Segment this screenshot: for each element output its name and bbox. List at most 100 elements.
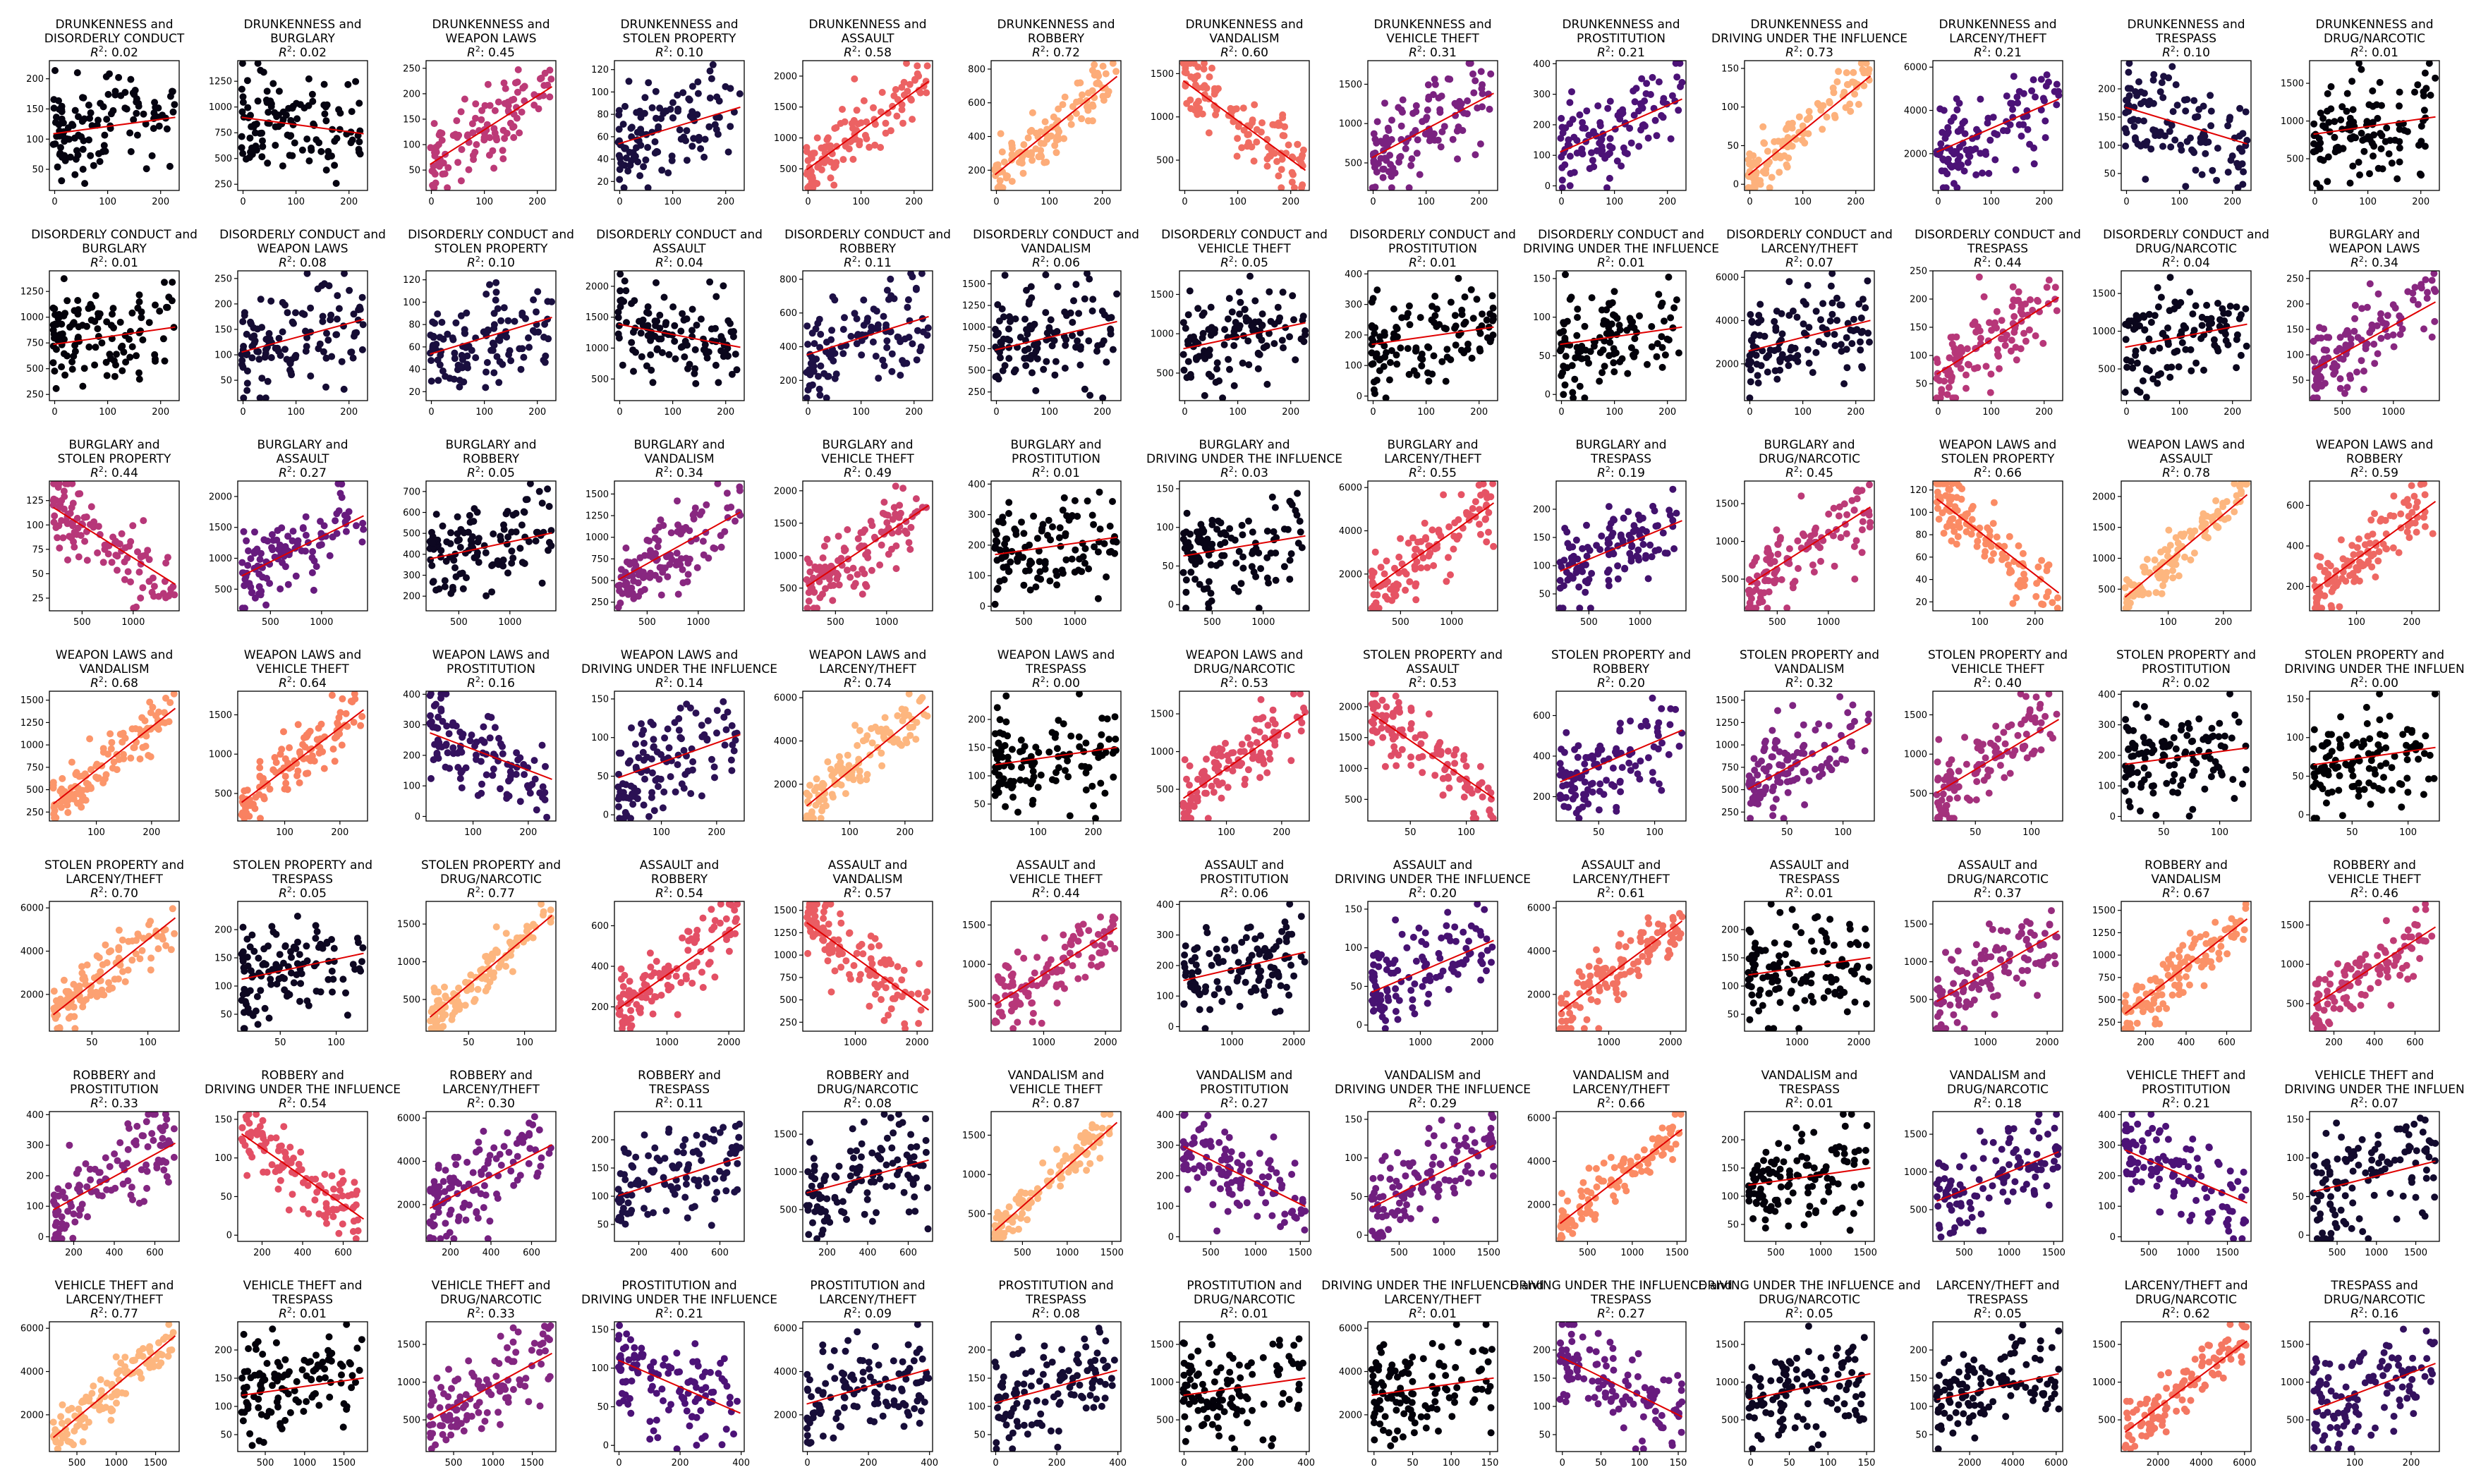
scatter-point [830,182,837,189]
scatter-point [1287,556,1294,564]
scatter-point [1675,107,1682,114]
x-tick-label: 1000 [310,617,333,628]
scatter-point [511,318,518,325]
subplot-title-line2: VANDALISM [1021,242,1091,256]
scatter-point [1804,282,1812,289]
scatter-point [1558,115,1565,122]
subplot-title-line1: DISORDERLY CONDUCT and [2103,228,2269,242]
scatter-point [1851,576,1858,583]
scatter-point [56,311,63,318]
scatter-point [1399,109,1406,116]
scatter-point [268,354,275,361]
scatter-point [75,132,82,139]
scatter-point [1251,157,1258,164]
y-tick-label: 1000 [1151,329,1174,340]
x-tick-label: 0 [1558,407,1564,418]
scatter-point [617,271,624,278]
scatter-point [1289,169,1296,176]
scatter-point [121,559,128,566]
scatter-point [2032,332,2039,339]
scatter-point [2396,126,2403,133]
scatter-point [2375,291,2382,298]
scatter-point [707,95,714,102]
scatter-point [1433,305,1440,312]
scatter-point [1022,568,1029,575]
y-tick-label: 250 [968,387,985,398]
y-tick-label: 1500 [586,312,609,323]
y-tick-label: 100 [968,571,985,582]
scatter-point [655,537,662,545]
scatter-point [1062,94,1069,101]
subplot-title-line2: WEAPON LAWS [2329,242,2420,256]
subplot-title-line1: DISORDERLY CONDUCT and [31,228,198,242]
scatter-point [257,556,264,563]
scatter-point [526,343,533,351]
scatter-point [1232,559,1239,566]
scatter-point [1255,365,1262,372]
scatter-point [1804,346,1812,353]
scatter-point [105,91,112,98]
scatter-point [1469,71,1476,78]
scatter-point [136,568,143,576]
scatter-point [52,524,59,531]
scatter-point [1596,378,1603,385]
scatter-point [59,108,66,115]
y-tick-label: 500 [1156,368,1174,379]
scatter-point [1673,73,1680,80]
scatter-point [1814,100,1821,107]
scatter-point [1095,549,1102,556]
subplot-title-line2: VEHICLE THEFT [821,452,914,466]
scatter-point [1828,311,1836,318]
scatter-point [1560,556,1567,564]
x-tick-label: 100 [2359,197,2377,207]
x-tick-label: 0 [2123,197,2129,207]
scatter-point [533,537,540,545]
subplot-r2-label: R2: 0.01 [1409,255,1457,270]
scatter-point [114,567,121,574]
scatter-point [1649,74,1656,81]
scatter-point [516,545,523,552]
subplot-title-line2: TRESPASS [1590,452,1651,466]
scatter-point [504,533,511,540]
scatter-point [2173,348,2180,355]
scatter-point [2055,88,2062,95]
scatter-point [115,74,122,81]
y-tick-label: 50 [2104,169,2116,180]
scatter-point [645,552,653,559]
scatter-point [684,157,691,164]
x-tick-label: 200 [1282,197,1299,207]
scatter-point [1406,578,1413,585]
scatter-point [1051,337,1058,344]
scatter-point [1036,568,1043,576]
scatter-point [1606,525,1613,532]
subplot-title-line1: DRUNKENNESS and [1750,18,1868,32]
x-tick-label: 500 [1203,617,1221,628]
subplot-title-line2: ASSAULT [276,452,329,466]
scatter-point [2383,124,2390,131]
scatter-point [615,309,622,316]
scatter-point [1206,129,1213,136]
scatter-point [460,585,467,592]
scatter-point [677,126,684,133]
scatter-point [275,546,282,553]
scatter-point [519,559,526,566]
scatter-point [359,346,366,353]
scatter-point [437,361,444,368]
scatter-point [1747,358,1754,365]
scatter-point [1654,353,1661,360]
scatter-point [1412,596,1419,603]
scatter-point [816,391,823,399]
scatter-point [1952,162,1959,169]
scatter-point [291,140,298,147]
scatter-point [1192,73,1199,80]
scatter-point [669,114,677,121]
scatter-point [495,379,502,386]
scatter-point [151,351,158,358]
scatter-point [154,104,162,111]
subplot-title-line2: TRESPASS [1967,242,2028,256]
y-tick-label: 400 [779,342,797,353]
scatter-point [171,101,178,108]
